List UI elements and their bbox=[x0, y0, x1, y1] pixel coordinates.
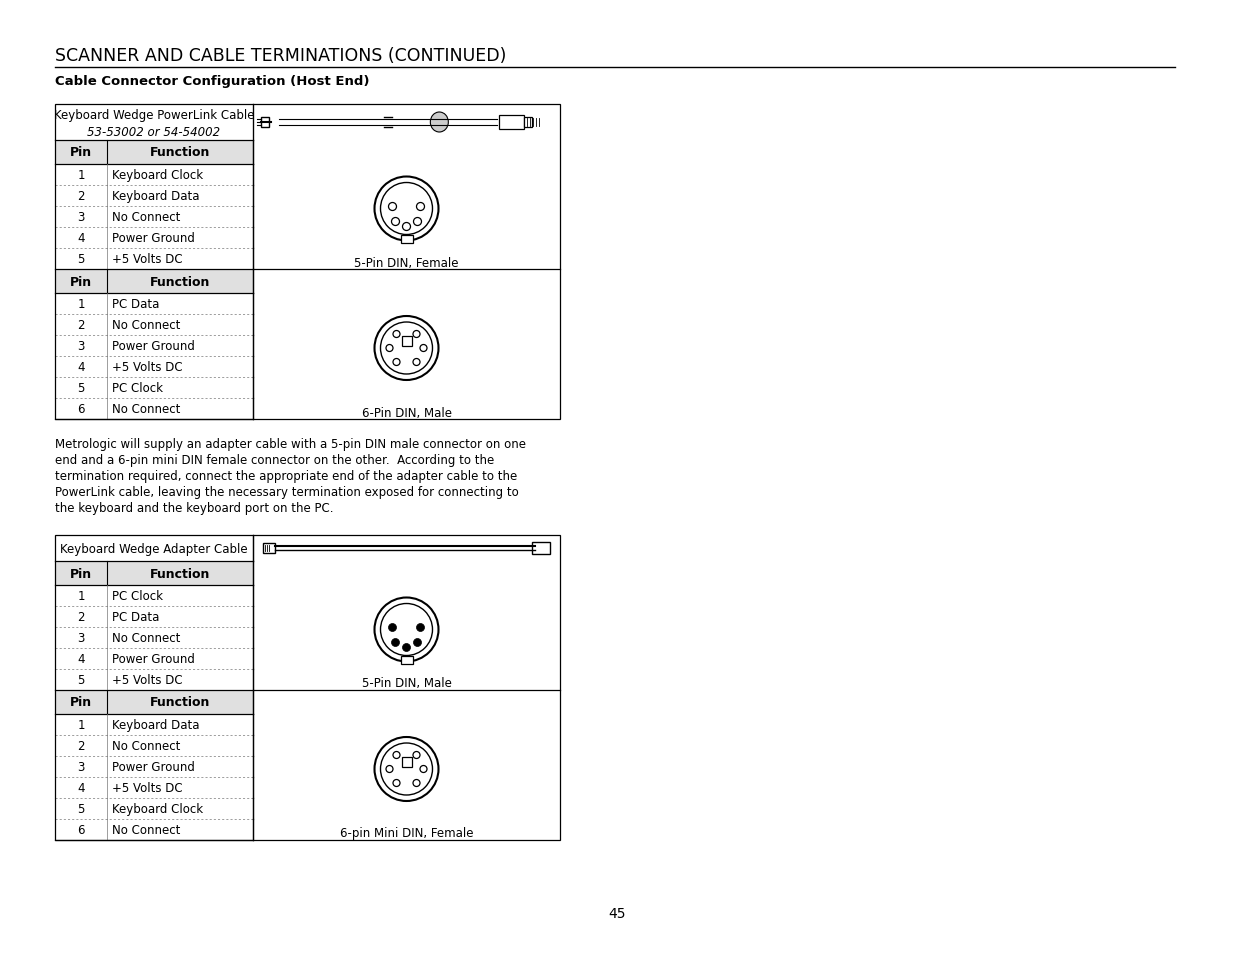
Text: 53-53002 or 54-54002: 53-53002 or 54-54002 bbox=[88, 126, 221, 138]
Text: PowerLink cable, leaving the necessary termination exposed for connecting to: PowerLink cable, leaving the necessary t… bbox=[56, 485, 519, 498]
Text: 4: 4 bbox=[78, 360, 85, 374]
Text: 6: 6 bbox=[78, 823, 85, 836]
Text: 1: 1 bbox=[78, 169, 85, 182]
Bar bbox=[56, 270, 253, 294]
Bar bbox=[56, 561, 253, 585]
Text: 5: 5 bbox=[78, 673, 85, 686]
Text: 3: 3 bbox=[78, 631, 85, 644]
Text: Function: Function bbox=[149, 567, 210, 579]
Text: 2: 2 bbox=[78, 190, 85, 203]
Text: end and a 6-pin mini DIN female connector on the other.  According to the: end and a 6-pin mini DIN female connecto… bbox=[56, 454, 494, 467]
Bar bbox=[401, 336, 411, 347]
Circle shape bbox=[416, 624, 425, 632]
Bar bbox=[400, 656, 412, 664]
Text: 5-Pin DIN, Female: 5-Pin DIN, Female bbox=[354, 256, 458, 269]
Text: Keyboard Wedge PowerLink Cable: Keyboard Wedge PowerLink Cable bbox=[54, 110, 254, 122]
Bar bbox=[400, 235, 412, 243]
Text: SCANNER AND CABLE TERMINATIONS (CONTINUED): SCANNER AND CABLE TERMINATIONS (CONTINUE… bbox=[56, 47, 506, 65]
Text: 6-pin Mini DIN, Female: 6-pin Mini DIN, Female bbox=[340, 826, 473, 840]
Bar bbox=[401, 758, 411, 767]
Text: Keyboard Clock: Keyboard Clock bbox=[112, 802, 203, 815]
Text: Power Ground: Power Ground bbox=[112, 760, 195, 773]
Text: 5: 5 bbox=[78, 381, 85, 395]
Text: 2: 2 bbox=[78, 318, 85, 332]
Circle shape bbox=[389, 624, 396, 632]
Text: PC Data: PC Data bbox=[112, 610, 159, 623]
Text: No Connect: No Connect bbox=[112, 740, 180, 752]
Text: 5: 5 bbox=[78, 253, 85, 266]
Text: 1: 1 bbox=[78, 719, 85, 731]
Text: Power Ground: Power Ground bbox=[112, 652, 195, 665]
Text: Power Ground: Power Ground bbox=[112, 232, 195, 245]
Text: Power Ground: Power Ground bbox=[112, 339, 195, 353]
Text: 45: 45 bbox=[609, 906, 626, 920]
Text: +5 Volts DC: +5 Volts DC bbox=[112, 673, 183, 686]
Text: 4: 4 bbox=[78, 652, 85, 665]
Text: Function: Function bbox=[149, 696, 210, 709]
Circle shape bbox=[414, 639, 421, 647]
Text: termination required, connect the appropriate end of the adapter cable to the: termination required, connect the approp… bbox=[56, 470, 517, 482]
Text: 1: 1 bbox=[78, 589, 85, 602]
Bar bbox=[263, 543, 275, 554]
Text: 2: 2 bbox=[78, 740, 85, 752]
Text: 5: 5 bbox=[78, 802, 85, 815]
Bar bbox=[261, 118, 269, 128]
Text: 3: 3 bbox=[78, 339, 85, 353]
Text: +5 Volts DC: +5 Volts DC bbox=[112, 781, 183, 794]
Text: Function: Function bbox=[149, 275, 210, 288]
Text: 4: 4 bbox=[78, 232, 85, 245]
Text: No Connect: No Connect bbox=[112, 318, 180, 332]
Text: No Connect: No Connect bbox=[112, 823, 180, 836]
Text: 1: 1 bbox=[78, 297, 85, 311]
Text: Pin: Pin bbox=[70, 567, 93, 579]
Text: 5-Pin DIN, Male: 5-Pin DIN, Male bbox=[362, 677, 452, 690]
Bar bbox=[532, 542, 550, 555]
Bar bbox=[56, 690, 253, 714]
Text: No Connect: No Connect bbox=[112, 402, 180, 416]
Text: 2: 2 bbox=[78, 610, 85, 623]
Bar bbox=[56, 536, 559, 841]
Text: Pin: Pin bbox=[70, 147, 93, 159]
Text: Pin: Pin bbox=[70, 696, 93, 709]
Text: PC Data: PC Data bbox=[112, 297, 159, 311]
Text: Keyboard Wedge Adapter Cable: Keyboard Wedge Adapter Cable bbox=[61, 542, 248, 555]
Text: Keyboard Data: Keyboard Data bbox=[112, 719, 200, 731]
Text: Cable Connector Configuration (Host End): Cable Connector Configuration (Host End) bbox=[56, 75, 369, 88]
Text: Metrologic will supply an adapter cable with a 5-pin DIN male connector on one: Metrologic will supply an adapter cable … bbox=[56, 437, 526, 451]
Text: the keyboard and the keyboard port on the PC.: the keyboard and the keyboard port on th… bbox=[56, 501, 333, 515]
Text: 6-Pin DIN, Male: 6-Pin DIN, Male bbox=[362, 406, 452, 419]
Ellipse shape bbox=[430, 112, 448, 132]
Text: +5 Volts DC: +5 Volts DC bbox=[112, 360, 183, 374]
Text: +5 Volts DC: +5 Volts DC bbox=[112, 253, 183, 266]
Bar bbox=[56, 105, 559, 419]
Text: 3: 3 bbox=[78, 211, 85, 224]
Bar bbox=[524, 118, 532, 128]
Text: 4: 4 bbox=[78, 781, 85, 794]
Text: No Connect: No Connect bbox=[112, 631, 180, 644]
Circle shape bbox=[403, 644, 410, 652]
Bar bbox=[56, 141, 253, 165]
Text: PC Clock: PC Clock bbox=[112, 589, 163, 602]
Text: Keyboard Data: Keyboard Data bbox=[112, 190, 200, 203]
Text: PC Clock: PC Clock bbox=[112, 381, 163, 395]
Text: Pin: Pin bbox=[70, 275, 93, 288]
Text: Function: Function bbox=[149, 147, 210, 159]
Circle shape bbox=[391, 639, 399, 647]
Text: 6: 6 bbox=[78, 402, 85, 416]
Bar bbox=[499, 116, 524, 130]
Text: 3: 3 bbox=[78, 760, 85, 773]
Text: No Connect: No Connect bbox=[112, 211, 180, 224]
Text: Keyboard Clock: Keyboard Clock bbox=[112, 169, 203, 182]
